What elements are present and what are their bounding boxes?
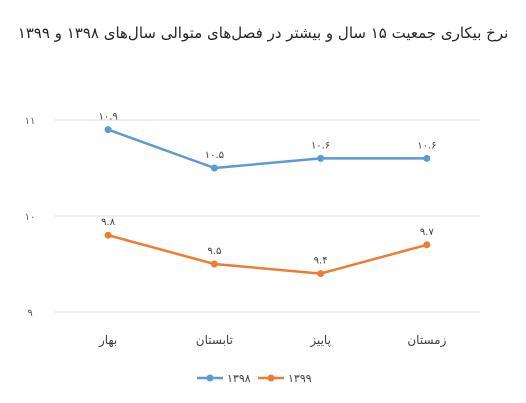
- y-tick-label: ۱۱: [25, 116, 36, 127]
- data-point: [104, 126, 112, 134]
- x-category-label: زمستان: [407, 333, 446, 348]
- legend-swatch-marker: [267, 374, 275, 382]
- data-point: [210, 260, 218, 268]
- data-label: ۱۰.۹: [98, 112, 117, 123]
- data-point: [210, 164, 218, 172]
- x-category-label: بهار: [98, 333, 117, 348]
- chart-title: نرخ بیکاری جمعیت ۱۵ سال و بیشتر در فصل‌ه…: [17, 24, 509, 42]
- series-line-2: [107, 233, 428, 275]
- series-layer: [104, 126, 431, 278]
- data-point: [317, 270, 325, 278]
- y-tick-label: ۹: [27, 308, 32, 319]
- data-label: ۹.۷: [420, 227, 435, 238]
- data-label: ۱۰.۵: [205, 150, 224, 161]
- x-axis-categories: بهار تابستان پاییز زمستان: [98, 333, 447, 348]
- y-tick-label: ۱۰: [25, 212, 36, 223]
- data-label: ۹.۸: [101, 217, 116, 228]
- x-category-label: تابستان: [196, 333, 233, 347]
- legend-label: ۱۳۹۹: [288, 372, 312, 385]
- x-category-label: پاییز: [309, 333, 331, 348]
- data-point: [104, 231, 112, 239]
- legend: ۱۳۹۸ ۱۳۹۹: [197, 372, 312, 385]
- data-label: ۱۰.۶: [417, 140, 436, 151]
- data-labels: ۱۰.۹ ۱۰.۵ ۱۰.۶ ۱۰.۶ ۹.۸ ۹.۵ ۹.۴ ۹.۷: [98, 112, 436, 267]
- data-point: [423, 154, 431, 162]
- data-label: ۹.۵: [207, 246, 221, 257]
- data-label: ۱۰.۶: [311, 140, 330, 151]
- data-label: ۹.۴: [314, 256, 328, 267]
- data-point: [423, 241, 431, 249]
- series-line-1: [107, 128, 427, 170]
- data-point: [317, 154, 325, 162]
- gridlines: [55, 119, 480, 313]
- legend-label: ۱۳۹۸: [227, 372, 251, 385]
- y-axis-ticks: ۱۱ ۱۰ ۹: [25, 116, 36, 319]
- legend-swatch-marker: [206, 374, 214, 382]
